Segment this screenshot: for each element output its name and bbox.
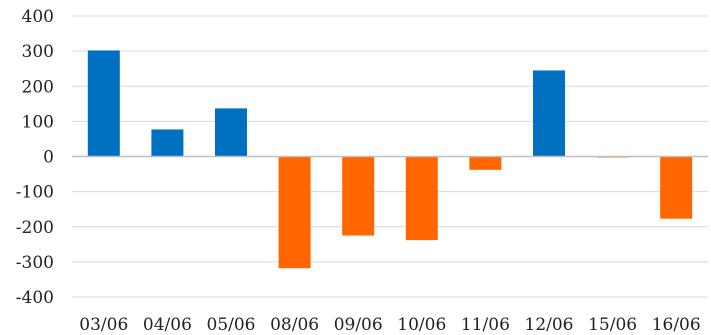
bar-05-06: [215, 108, 247, 157]
y-axis-tick-labels: 400 300 200 100 0 -100 -200 -300 -400: [16, 7, 54, 308]
x-tick-label: 15/06: [588, 315, 637, 335]
x-tick-label: 12/06: [525, 315, 574, 335]
x-tick-label: 03/06: [79, 315, 128, 335]
y-tick-label: -300: [16, 253, 54, 273]
bars: [87, 50, 693, 269]
x-tick-label: 09/06: [334, 315, 383, 335]
bar-16-06: [660, 156, 693, 219]
bar-04-06: [151, 129, 184, 157]
x-tick-label: 11/06: [461, 315, 510, 335]
bar-09-06: [342, 156, 375, 236]
x-tick-label: 10/06: [397, 315, 446, 335]
y-tick-label: 400: [22, 7, 54, 27]
y-tick-label: 0: [43, 148, 54, 168]
x-tick-label: 08/06: [270, 315, 319, 335]
gridlines: [72, 15, 708, 298]
bar-08-06: [278, 156, 311, 269]
bar-11-06: [469, 156, 502, 170]
y-tick-label: 300: [22, 42, 54, 62]
x-tick-label: 16/06: [652, 315, 701, 335]
y-tick-label: 100: [22, 112, 54, 132]
bar-03-06: [87, 50, 120, 157]
y-tick-label: -200: [16, 218, 54, 238]
x-tick-label: 04/06: [143, 315, 192, 335]
y-tick-label: -400: [16, 288, 54, 308]
y-tick-label: -100: [16, 183, 54, 203]
x-tick-label: 05/06: [207, 315, 256, 335]
bar-12-06: [533, 70, 565, 157]
y-tick-label: 200: [22, 77, 54, 97]
bar-10-06: [405, 156, 438, 241]
x-axis-tick-labels: 03/06 04/06 05/06 08/06 09/06 10/06 11/06 12/06…: [79, 315, 700, 335]
